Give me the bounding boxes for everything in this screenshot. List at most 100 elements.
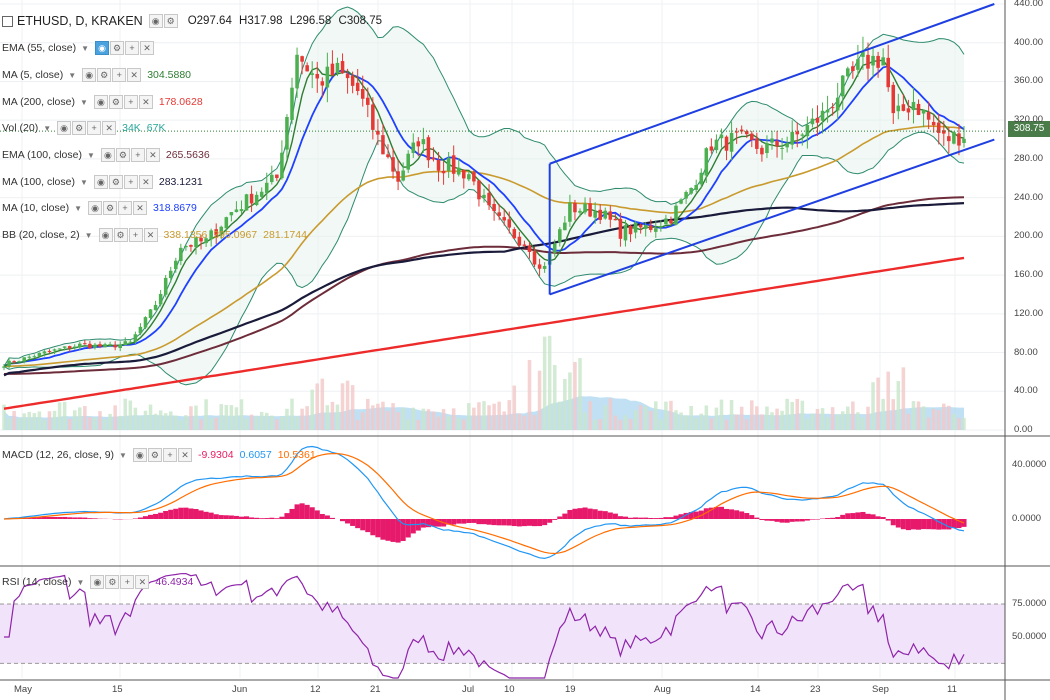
- legend-ema100[interactable]: EMA (100, close) ▼ ◉ ⚙ + ✕ 265.5636: [2, 147, 216, 163]
- close-icon[interactable]: ✕: [127, 68, 142, 82]
- eye-icon[interactable]: ◉: [132, 448, 147, 462]
- candle-body: [376, 130, 380, 135]
- legend-controls[interactable]: ◉ ⚙ + ✕: [95, 41, 155, 55]
- close-icon[interactable]: ✕: [133, 201, 148, 215]
- legend-controls[interactable]: ◉ ⚙ + ✕: [98, 228, 158, 242]
- gear-icon[interactable]: ⚙: [163, 14, 178, 28]
- gear-icon[interactable]: ⚙: [108, 175, 123, 189]
- eye-icon[interactable]: ◉: [57, 121, 72, 135]
- last-price-tag: 308.75: [1008, 121, 1050, 137]
- candle-body: [689, 187, 693, 194]
- legend-controls[interactable]: ◉ ⚙ + ✕: [93, 95, 153, 109]
- chevron-down-icon[interactable]: ▼: [76, 577, 85, 587]
- close-icon[interactable]: ✕: [135, 575, 150, 589]
- eye-icon[interactable]: ◉: [93, 175, 108, 189]
- gear-icon[interactable]: ⚙: [97, 68, 112, 82]
- close-icon[interactable]: ✕: [140, 41, 155, 55]
- legend-ma5[interactable]: MA (5, close) ▼ ◉ ⚙ + ✕ 304.5880: [2, 67, 197, 83]
- candle-body: [411, 142, 416, 153]
- add-icon[interactable]: +: [130, 148, 145, 162]
- gear-icon[interactable]: ⚙: [110, 41, 125, 55]
- gear-icon[interactable]: ⚙: [103, 201, 118, 215]
- chevron-down-icon[interactable]: ▼: [68, 70, 77, 80]
- chevron-down-icon[interactable]: ▼: [79, 177, 88, 187]
- add-icon[interactable]: +: [87, 121, 102, 135]
- volume-bar: [866, 406, 870, 430]
- chevron-down-icon[interactable]: ▼: [74, 203, 83, 213]
- macd-histogram-bar: [673, 515, 679, 519]
- legend-controls[interactable]: ◉ ⚙ + ✕: [88, 201, 148, 215]
- gear-icon[interactable]: ⚙: [105, 575, 120, 589]
- macd-histogram-bar: [926, 519, 932, 530]
- eye-icon[interactable]: ◉: [93, 95, 108, 109]
- macd-histogram-bar: [501, 519, 507, 526]
- add-icon[interactable]: +: [123, 95, 138, 109]
- add-icon[interactable]: +: [162, 448, 177, 462]
- gear-icon[interactable]: ⚙: [113, 228, 128, 242]
- macd-histogram-bar: [52, 516, 58, 519]
- close-icon[interactable]: ✕: [177, 448, 192, 462]
- legend-value: 304.5880: [147, 69, 191, 81]
- eye-icon[interactable]: ◉: [98, 228, 113, 242]
- volume-bar: [760, 414, 764, 430]
- legend-ma100[interactable]: MA (100, close) ▼ ◉ ⚙ + ✕ 283.1231: [2, 174, 209, 190]
- legend-ema55[interactable]: EMA (55, close) ▼ ◉ ⚙ + ✕: [2, 40, 160, 56]
- close-icon[interactable]: ✕: [138, 175, 153, 189]
- chevron-down-icon[interactable]: ▼: [81, 43, 90, 53]
- legend-ma200[interactable]: MA (200, close) ▼ ◉ ⚙ + ✕ 178.0628: [2, 94, 209, 110]
- eye-icon[interactable]: ◉: [95, 41, 110, 55]
- legend-controls[interactable]: ◉ ⚙ + ✕: [132, 448, 192, 462]
- collapse-icon[interactable]: [2, 15, 13, 27]
- trend-channel[interactable]: [0, 3, 1005, 296]
- price-tick-label: 280.00: [1014, 152, 1044, 164]
- candle-body: [163, 277, 168, 295]
- gear-icon[interactable]: ⚙: [108, 95, 123, 109]
- volume-bar: [871, 382, 875, 430]
- macd-histogram-bar: [198, 510, 204, 519]
- chevron-down-icon[interactable]: ▼: [79, 97, 88, 107]
- legend-controls[interactable]: ◉ ⚙ + ✕: [100, 148, 160, 162]
- eye-icon[interactable]: ◉: [82, 68, 97, 82]
- close-icon[interactable]: ✕: [102, 121, 117, 135]
- candle-body: [123, 341, 128, 346]
- price-tick-label: 160.00: [1014, 269, 1044, 281]
- legend-controls[interactable]: ◉ ⚙ + ✕: [57, 121, 117, 135]
- symbol-header[interactable]: ETHUSD, D, KRAKEN ◉ ⚙ O297.64 H317.98 L2…: [2, 12, 386, 30]
- add-icon[interactable]: +: [123, 175, 138, 189]
- add-icon[interactable]: +: [128, 228, 143, 242]
- close-icon[interactable]: ✕: [143, 228, 158, 242]
- legend-bb[interactable]: BB (20, close, 2) ▼ ◉ ⚙ + ✕ 338.1356 395.0967 28…: [2, 227, 313, 243]
- add-icon[interactable]: +: [120, 575, 135, 589]
- close-icon[interactable]: ✕: [145, 148, 160, 162]
- gear-icon[interactable]: ⚙: [115, 148, 130, 162]
- add-icon[interactable]: +: [118, 201, 133, 215]
- macd-histogram-bar: [729, 509, 735, 519]
- legend-controls[interactable]: ◉ ⚙ + ✕: [93, 175, 153, 189]
- legend-vol[interactable]: Vol (20) ▼ ◉ ⚙ + ✕ 34K 67K: [2, 120, 171, 136]
- legend-controls[interactable]: ◉ ⚙ + ✕: [90, 575, 150, 589]
- time-tick-label: Jun: [232, 684, 248, 695]
- symbol-controls[interactable]: ◉ ⚙: [148, 14, 178, 28]
- eye-icon[interactable]: ◉: [90, 575, 105, 589]
- eye-icon[interactable]: ◉: [88, 201, 103, 215]
- macd-histogram-bar: [365, 519, 371, 533]
- gear-icon[interactable]: ⚙: [72, 121, 87, 135]
- eye-icon[interactable]: ◉: [100, 148, 115, 162]
- candle-body: [694, 184, 698, 190]
- chevron-down-icon[interactable]: ▼: [86, 150, 95, 160]
- close-icon[interactable]: ✕: [138, 95, 153, 109]
- volume-bar: [714, 407, 719, 430]
- legend-macd[interactable]: MACD (12, 26, close, 9) ▼ ◉ ⚙ + ✕ -9.9304 0.605…: [2, 447, 322, 463]
- add-icon[interactable]: +: [125, 41, 140, 55]
- chevron-down-icon[interactable]: ▼: [43, 123, 52, 133]
- add-icon[interactable]: +: [112, 68, 127, 82]
- chevron-down-icon[interactable]: ▼: [84, 230, 93, 240]
- macd-histogram-bar: [724, 508, 730, 519]
- eye-icon[interactable]: ◉: [148, 14, 163, 28]
- legend-controls[interactable]: ◉ ⚙ + ✕: [82, 68, 142, 82]
- legend-rsi[interactable]: RSI (14, close) ▼ ◉ ⚙ + ✕ 46.4934: [2, 574, 199, 590]
- legend-ma10[interactable]: MA (10, close) ▼ ◉ ⚙ + ✕ 318.8679: [2, 200, 203, 216]
- chevron-down-icon[interactable]: ▼: [119, 450, 127, 460]
- gear-icon[interactable]: ⚙: [147, 448, 162, 462]
